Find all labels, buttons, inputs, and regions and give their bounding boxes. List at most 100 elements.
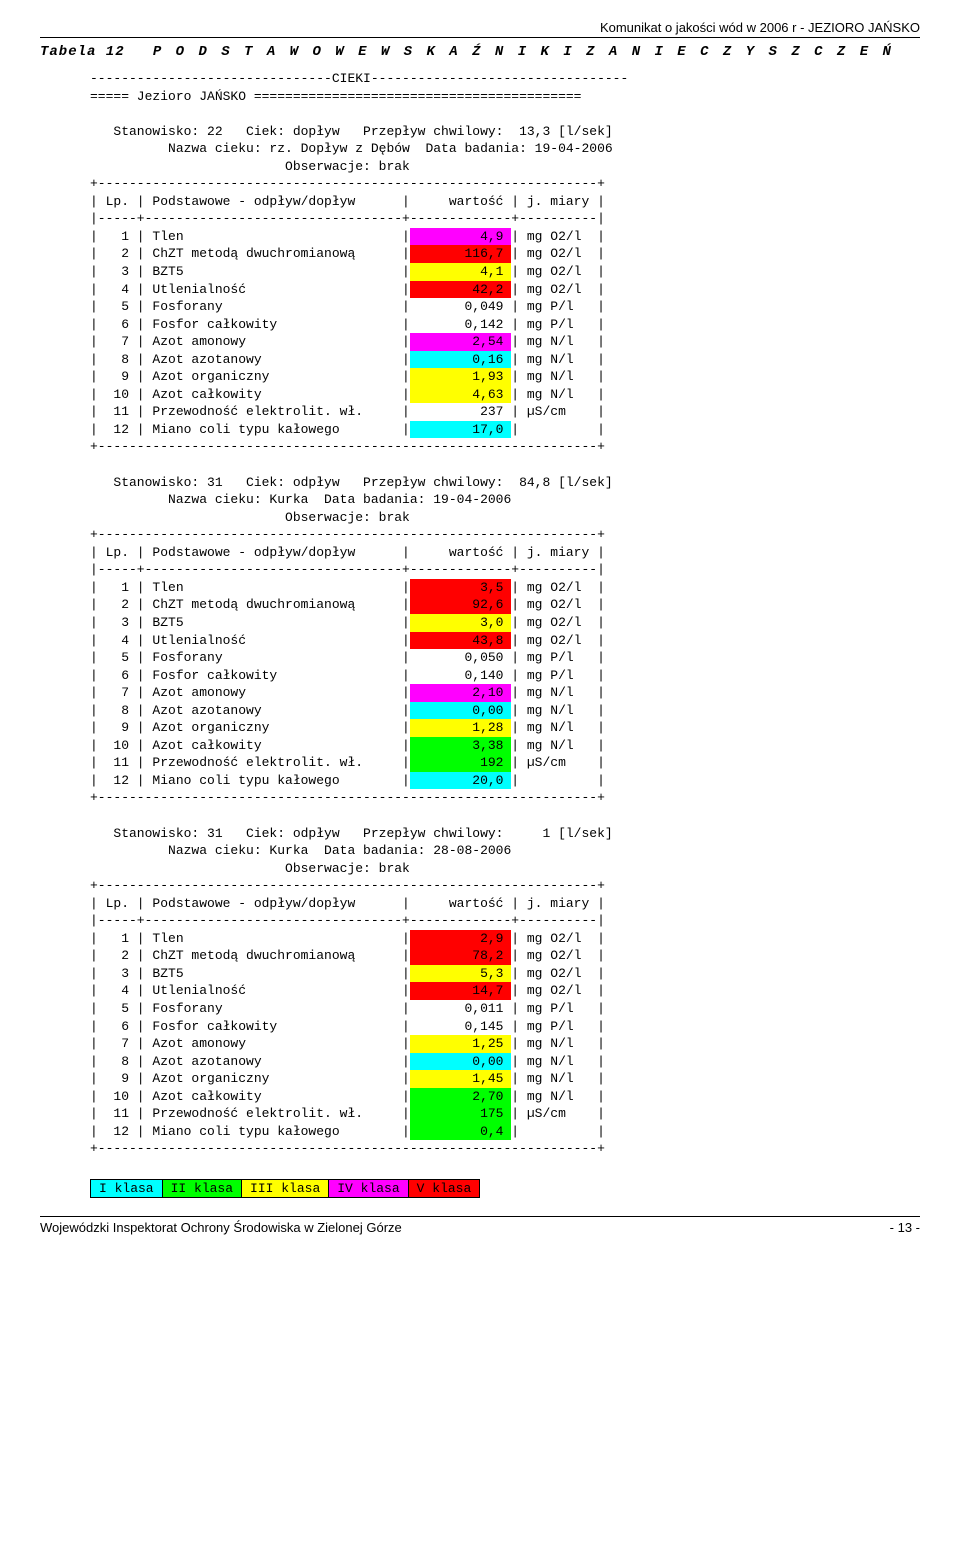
table-label: Tabela 12: [40, 44, 125, 60]
value-cell: 2,10: [410, 684, 511, 702]
data-row: | 11 | Przewodność elektrolit. wł. | 237…: [90, 403, 920, 421]
value-cell: 1,25: [410, 1035, 511, 1053]
value-cell: 237: [410, 403, 511, 421]
text-line: +---------------------------------------…: [90, 789, 920, 807]
text-line: ===== Jezioro JAŃSKO ===================…: [90, 88, 920, 106]
data-row: | 8 | Azot azotanowy | 0,00 | mg N/l |: [90, 702, 920, 720]
data-row: | 3 | BZT5 | 4,1 | mg O2/l |: [90, 263, 920, 281]
table-title-row: Tabela 12 P O D S T A W O W E W S K A Ź …: [40, 44, 920, 60]
legend-item: I klasa: [90, 1179, 163, 1198]
data-row: | 8 | Azot azotanowy | 0,16 | mg N/l |: [90, 351, 920, 369]
text-line: Obserwacje: brak: [90, 158, 920, 176]
data-row: | 3 | BZT5 | 5,3 | mg O2/l |: [90, 965, 920, 983]
footer-left: Wojewódzki Inspektorat Ochrony Środowisk…: [40, 1220, 402, 1235]
value-cell: 3,38: [410, 737, 511, 755]
legend-item: IV klasa: [328, 1179, 408, 1198]
data-row: | 5 | Fosforany | 0,011 | mg P/l |: [90, 1000, 920, 1018]
table-title: P O D S T A W O W E W S K A Ź N I K I Z …: [153, 44, 894, 60]
text-line: [90, 456, 920, 474]
value-cell: 78,2: [410, 947, 511, 965]
data-row: | 12 | Miano coli typu kałowego | 17,0 |…: [90, 421, 920, 439]
data-row: | 7 | Azot amonowy | 2,54 | mg N/l |: [90, 333, 920, 351]
value-cell: 0,142: [410, 316, 511, 334]
value-cell: 17,0: [410, 421, 511, 439]
value-cell: 4,1: [410, 263, 511, 281]
data-row: | 10 | Azot całkowity | 3,38 | mg N/l |: [90, 737, 920, 755]
value-cell: 2,54: [410, 333, 511, 351]
value-cell: 0,16: [410, 351, 511, 369]
value-cell: 2,9: [410, 930, 511, 948]
value-cell: 14,7: [410, 982, 511, 1000]
value-cell: 42,2: [410, 281, 511, 299]
data-row: | 10 | Azot całkowity | 2,70 | mg N/l |: [90, 1088, 920, 1106]
data-row: | 12 | Miano coli typu kałowego | 20,0 |…: [90, 772, 920, 790]
data-row: | 11 | Przewodność elektrolit. wł. | 192…: [90, 754, 920, 772]
footer-right: - 13 -: [890, 1220, 920, 1235]
data-row: | 6 | Fosfor całkowity | 0,140 | mg P/l …: [90, 667, 920, 685]
text-line: Obserwacje: brak: [90, 860, 920, 878]
value-cell: 0,145: [410, 1018, 511, 1036]
data-row: | 9 | Azot organiczny | 1,93 | mg N/l |: [90, 368, 920, 386]
value-cell: 20,0: [410, 772, 511, 790]
data-row: | 9 | Azot organiczny | 1,28 | mg N/l |: [90, 719, 920, 737]
header-right: Komunikat o jakości wód w 2006 r - JEZIO…: [40, 20, 920, 38]
data-row: | 6 | Fosfor całkowity | 0,145 | mg P/l …: [90, 1018, 920, 1036]
data-row: | 8 | Azot azotanowy | 0,00 | mg N/l |: [90, 1053, 920, 1071]
data-row: | 4 | Utlenialność | 14,7 | mg O2/l |: [90, 982, 920, 1000]
value-cell: 0,140: [410, 667, 511, 685]
legend-item: II klasa: [162, 1179, 242, 1198]
value-cell: 3,0: [410, 614, 511, 632]
text-line: | Lp. | Podstawowe - odpływ/dopływ | war…: [90, 895, 920, 913]
value-cell: 1,93: [410, 368, 511, 386]
text-line: |-----+---------------------------------…: [90, 561, 920, 579]
value-cell: 4,63: [410, 386, 511, 404]
value-cell: 92,6: [410, 596, 511, 614]
text-line: [90, 1158, 920, 1176]
text-line: +---------------------------------------…: [90, 1140, 920, 1158]
text-line: | Lp. | Podstawowe - odpływ/dopływ | war…: [90, 193, 920, 211]
data-row: | 4 | Utlenialność | 43,8 | mg O2/l |: [90, 632, 920, 650]
data-row: | 4 | Utlenialność | 42,2 | mg O2/l |: [90, 281, 920, 299]
data-row: | 10 | Azot całkowity | 4,63 | mg N/l |: [90, 386, 920, 404]
text-line: Stanowisko: 31 Ciek: odpływ Przepływ chw…: [90, 474, 920, 492]
text-line: Nazwa cieku: rz. Dopływ z Dębów Data bad…: [90, 140, 920, 158]
text-line: +---------------------------------------…: [90, 877, 920, 895]
value-cell: 5,3: [410, 965, 511, 983]
value-cell: 3,5: [410, 579, 511, 597]
text-line: Obserwacje: brak: [90, 509, 920, 527]
footer: Wojewódzki Inspektorat Ochrony Środowisk…: [40, 1216, 920, 1235]
legend-item: V klasa: [408, 1179, 481, 1198]
value-cell: 0,4: [410, 1123, 511, 1141]
text-line: +---------------------------------------…: [90, 175, 920, 193]
value-cell: 0,00: [410, 702, 511, 720]
text-line: Stanowisko: 22 Ciek: dopływ Przepływ chw…: [90, 123, 920, 141]
data-row: | 12 | Miano coli typu kałowego | 0,4 | …: [90, 1123, 920, 1141]
value-cell: 1,28: [410, 719, 511, 737]
value-cell: 0,00: [410, 1053, 511, 1071]
text-line: |-----+---------------------------------…: [90, 912, 920, 930]
data-row: | 1 | Tlen | 3,5 | mg O2/l |: [90, 579, 920, 597]
legend: I klasaII klasaIII klasaIV klasaV klasa: [90, 1179, 920, 1198]
value-cell: 4,9: [410, 228, 511, 246]
data-row: | 9 | Azot organiczny | 1,45 | mg N/l |: [90, 1070, 920, 1088]
value-cell: 175: [410, 1105, 511, 1123]
value-cell: 43,8: [410, 632, 511, 650]
value-cell: 1,45: [410, 1070, 511, 1088]
data-row: | 11 | Przewodność elektrolit. wł. | 175…: [90, 1105, 920, 1123]
value-cell: 116,7: [410, 245, 511, 263]
value-cell: 0,011: [410, 1000, 511, 1018]
text-line: Stanowisko: 31 Ciek: odpływ Przepływ chw…: [90, 825, 920, 843]
value-cell: 0,050: [410, 649, 511, 667]
text-line: [90, 105, 920, 123]
data-row: | 2 | ChZT metodą dwuchromianową | 78,2 …: [90, 947, 920, 965]
value-cell: 0,049: [410, 298, 511, 316]
data-row: | 5 | Fosforany | 0,050 | mg P/l |: [90, 649, 920, 667]
data-row: | 1 | Tlen | 4,9 | mg O2/l |: [90, 228, 920, 246]
text-line: -------------------------------CIEKI----…: [90, 70, 920, 88]
data-row: | 1 | Tlen | 2,9 | mg O2/l |: [90, 930, 920, 948]
text-line: |-----+---------------------------------…: [90, 210, 920, 228]
text-line: [90, 807, 920, 825]
text-line: +---------------------------------------…: [90, 438, 920, 456]
text-line: Nazwa cieku: Kurka Data badania: 28-08-2…: [90, 842, 920, 860]
data-row: | 2 | ChZT metodą dwuchromianową | 92,6 …: [90, 596, 920, 614]
